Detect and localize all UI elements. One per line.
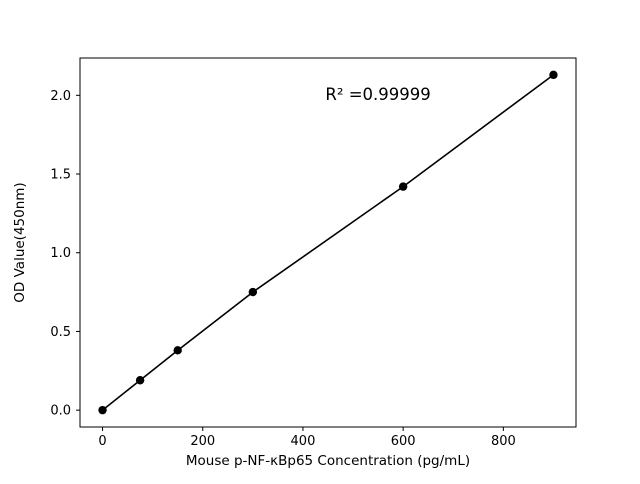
y-tick-label: 0.5 <box>50 325 71 340</box>
y-tick-label: 2.0 <box>50 89 71 104</box>
x-axis-label: Mouse p-NF-κBp65 Concentration (pg/mL) <box>186 453 470 469</box>
y-tick-label: 1.5 <box>50 168 71 183</box>
x-tick-label: 400 <box>291 434 316 449</box>
data-point <box>398 182 408 191</box>
y-axis-label: OD Value(450nm) <box>12 182 28 302</box>
y-tick-label: 1.0 <box>50 246 71 261</box>
y-tick-label: 0.0 <box>50 404 71 419</box>
data-point <box>549 70 558 80</box>
axes-frame <box>79 57 577 428</box>
data-point <box>173 346 182 355</box>
x-tick-label: 0 <box>98 434 106 449</box>
x-tick-label: 600 <box>391 434 416 449</box>
data-point <box>248 287 258 297</box>
fit-line <box>102 74 554 411</box>
data-point <box>135 376 145 385</box>
x-tick-label: 800 <box>491 434 516 449</box>
r-squared-annotation: R² =0.99999 <box>325 85 430 104</box>
data-point <box>98 405 107 415</box>
x-tick-label: 200 <box>190 434 215 449</box>
